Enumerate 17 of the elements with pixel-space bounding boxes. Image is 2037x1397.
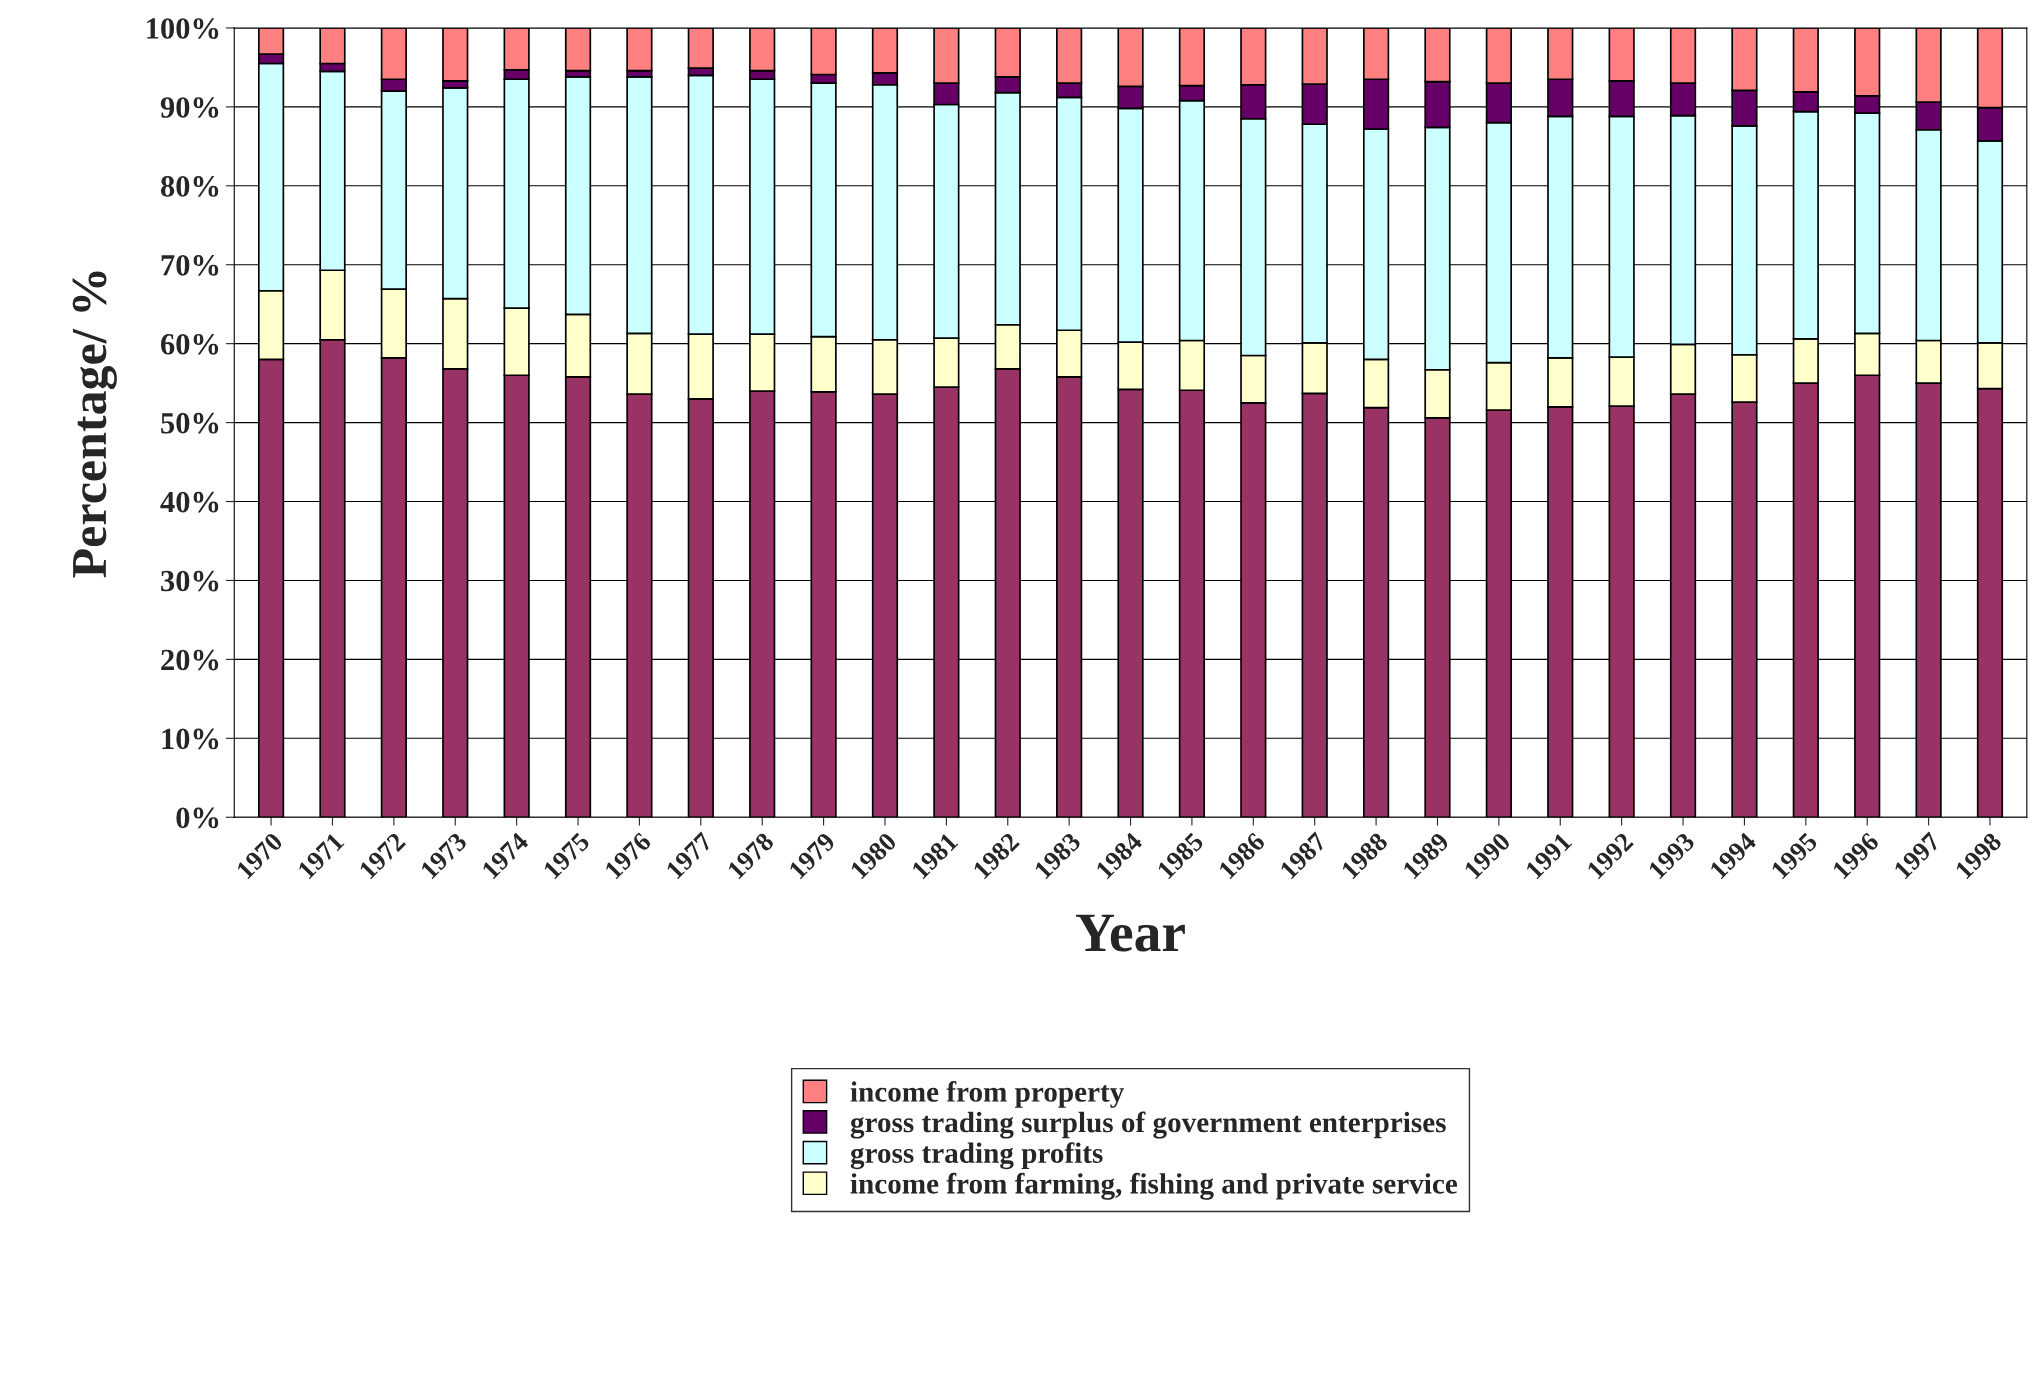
y-tick-label: 30% [161, 570, 219, 592]
y-tick-label: 60% [161, 333, 219, 355]
y-tick-label: 80% [160, 176, 219, 197]
legend-label: gross trading surplus of government enterprises [850, 1111, 1446, 1139]
y-tick-label: 20% [161, 649, 219, 671]
y-tick-label: 0% [176, 807, 219, 829]
y-tick-label: 50% [161, 412, 219, 434]
y-tick-label: 40% [160, 491, 219, 513]
x-axis-title: Year [1075, 914, 1185, 952]
y-tick-label: 70% [161, 255, 219, 276]
legend-label: income from property [850, 1081, 1125, 1108]
legend-label: gross trading profits [850, 1142, 1103, 1170]
y-tick-label: 90% [160, 97, 219, 118]
y-tick-label: 10% [162, 728, 219, 750]
legend-label: income from farming, fishing and private service [850, 1172, 1458, 1200]
y-axis-title: Percentage/ % [72, 271, 117, 578]
y-tick-label: 100% [147, 18, 219, 39]
